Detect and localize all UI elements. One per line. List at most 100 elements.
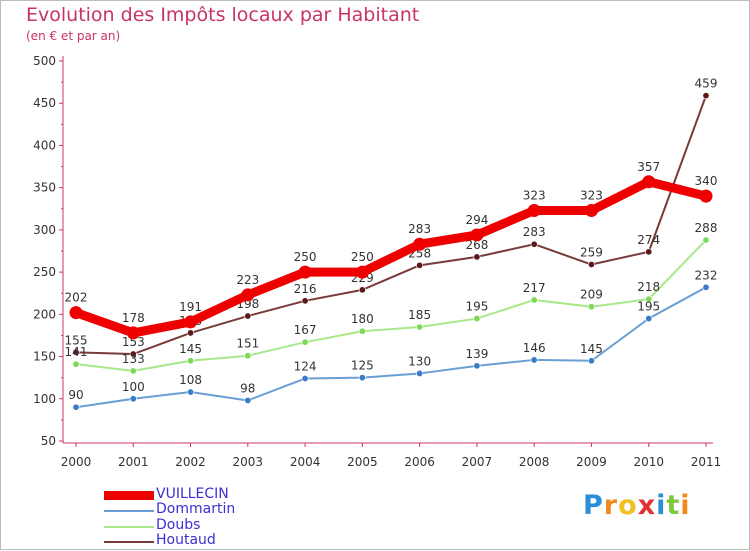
data-point-vuillecin <box>298 265 312 279</box>
data-point-dommartin <box>702 283 710 291</box>
data-point-vuillecin <box>470 228 484 242</box>
data-label-dommartin: 130 <box>408 354 431 368</box>
legend-swatch-dommartin <box>104 510 154 512</box>
data-point-vuillecin <box>69 306 83 320</box>
data-point-doubs <box>301 338 309 346</box>
x-tick-label: 2010 <box>633 455 664 469</box>
logo-letter: o <box>618 490 638 521</box>
data-label-dommartin: 98 <box>240 381 255 395</box>
legend-label-vuillecin: VUILLECIN <box>156 486 229 502</box>
data-label-doubs: 209 <box>580 288 603 302</box>
data-label-houtaud: 268 <box>465 238 488 252</box>
logo-letter: i <box>680 490 691 521</box>
data-point-doubs <box>416 323 424 331</box>
data-point-dommartin <box>301 375 309 383</box>
data-point-dommartin <box>187 388 195 396</box>
data-point-doubs <box>702 236 710 244</box>
data-label-doubs: 145 <box>179 342 202 356</box>
data-label-vuillecin: 250 <box>351 250 374 264</box>
data-point-dommartin <box>645 315 653 323</box>
data-label-dommartin: 145 <box>580 342 603 356</box>
data-point-vuillecin <box>642 175 656 189</box>
data-label-doubs: 218 <box>637 280 660 294</box>
logo-letter: i <box>656 490 667 521</box>
data-label-houtaud: 155 <box>65 333 88 347</box>
series-line-vuillecin <box>71 177 711 338</box>
data-point-doubs <box>187 357 195 365</box>
data-point-vuillecin <box>413 237 427 251</box>
data-label-doubs: 185 <box>408 308 431 322</box>
logo-letter: x <box>637 490 657 521</box>
y-tick-label: 200 <box>33 307 56 321</box>
x-tick-label: 2001 <box>118 455 149 469</box>
data-point-doubs <box>244 352 252 360</box>
data-label-dommartin: 146 <box>523 341 546 355</box>
data-point-dommartin <box>416 369 424 377</box>
logo-letter: t <box>666 490 681 521</box>
data-label-houtaud: 259 <box>580 246 603 260</box>
data-point-vuillecin <box>584 203 598 217</box>
data-label-doubs: 217 <box>523 281 546 295</box>
y-tick-label: 300 <box>33 223 56 237</box>
proxiti-logo: Proxiti <box>583 490 691 521</box>
data-point-houtaud <box>702 92 710 100</box>
x-tick-label: 2009 <box>576 455 607 469</box>
data-point-houtaud <box>358 286 366 294</box>
data-point-houtaud <box>645 248 653 256</box>
series-line-houtaud <box>75 94 707 356</box>
data-label-houtaud: 274 <box>637 233 660 247</box>
y-tick-label: 400 <box>33 138 56 152</box>
data-point-dommartin <box>587 357 595 365</box>
legend-swatch-houtaud <box>104 541 154 543</box>
data-label-vuillecin: 223 <box>236 273 259 287</box>
data-label-houtaud: 283 <box>523 225 546 239</box>
series-line-dommartin <box>75 286 707 409</box>
data-label-vuillecin: 202 <box>65 291 88 305</box>
data-point-vuillecin <box>699 189 713 203</box>
x-tick-label: 2007 <box>462 455 493 469</box>
data-label-doubs: 288 <box>695 221 718 235</box>
legend-label-dommartin: Dommartin <box>156 501 236 517</box>
data-point-doubs <box>645 295 653 303</box>
data-label-dommartin: 90 <box>68 388 83 402</box>
data-label-doubs: 133 <box>122 352 145 366</box>
data-point-houtaud <box>129 350 137 358</box>
data-point-dommartin <box>358 374 366 382</box>
data-point-doubs <box>587 303 595 311</box>
data-point-houtaud <box>416 261 424 269</box>
data-point-houtaud <box>187 329 195 337</box>
data-label-dommartin: 124 <box>294 360 317 374</box>
data-point-dommartin <box>244 396 252 404</box>
y-tick-label: 500 <box>33 54 56 68</box>
x-tick-label: 2000 <box>61 455 92 469</box>
x-tick-label: 2006 <box>404 455 435 469</box>
y-tick-label: 350 <box>33 181 56 195</box>
data-point-dommartin <box>72 403 80 411</box>
logo-letter: P <box>583 490 604 521</box>
data-label-vuillecin: 191 <box>179 300 202 314</box>
x-tick-label: 2003 <box>233 455 264 469</box>
legend-swatch-vuillecin <box>104 491 154 500</box>
data-point-dommartin <box>129 395 137 403</box>
series-line-doubs <box>75 239 707 372</box>
data-point-doubs <box>72 360 80 368</box>
data-point-vuillecin <box>184 315 198 329</box>
y-tick-label: 100 <box>33 392 56 406</box>
chart-subtitle: (en € et par an) <box>26 29 121 43</box>
data-label-dommartin: 108 <box>179 373 202 387</box>
y-tick-label: 250 <box>33 265 56 279</box>
data-point-houtaud <box>72 348 80 356</box>
data-label-houtaud: 459 <box>695 77 718 91</box>
data-label-dommartin: 125 <box>351 359 374 373</box>
data-label-dommartin: 232 <box>695 268 718 282</box>
data-point-vuillecin <box>126 326 140 340</box>
data-label-vuillecin: 283 <box>408 222 431 236</box>
data-label-vuillecin: 323 <box>580 188 603 202</box>
logo-letter: r <box>603 490 619 521</box>
chart-title: Evolution des Impôts locaux par Habitant <box>26 4 420 26</box>
data-point-doubs <box>129 367 137 375</box>
data-point-houtaud <box>473 253 481 261</box>
data-label-vuillecin: 178 <box>122 311 145 325</box>
